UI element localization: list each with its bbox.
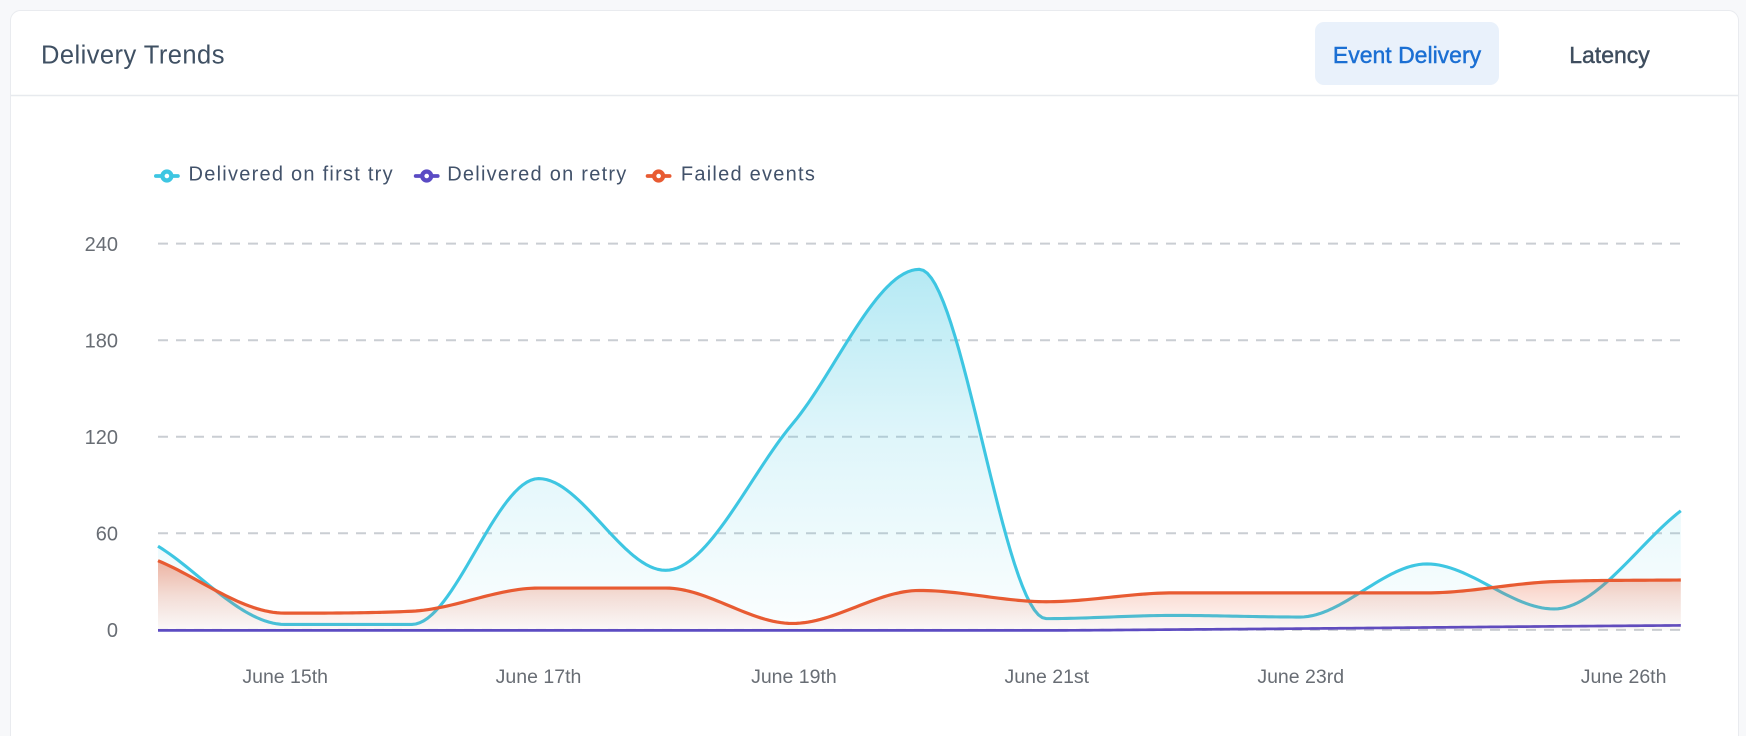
- svg-text:Latency: Latency: [1569, 42, 1650, 68]
- svg-text:0: 0: [107, 620, 118, 642]
- svg-text:June 17th: June 17th: [496, 666, 582, 688]
- svg-text:120: 120: [85, 427, 118, 449]
- svg-text:June 26th: June 26th: [1581, 666, 1667, 688]
- svg-text:Failed events: Failed events: [681, 164, 816, 186]
- svg-text:June 21st: June 21st: [1005, 666, 1090, 688]
- svg-text:60: 60: [96, 524, 118, 546]
- svg-text:Delivered on retry: Delivered on retry: [447, 164, 627, 186]
- svg-text:June 23rd: June 23rd: [1257, 666, 1344, 688]
- svg-text:240: 240: [85, 234, 118, 256]
- svg-text:June 15th: June 15th: [242, 666, 328, 688]
- svg-text:Delivered on first try: Delivered on first try: [189, 164, 394, 186]
- svg-text:Event Delivery: Event Delivery: [1333, 42, 1482, 68]
- svg-text:Delivery Trends: Delivery Trends: [41, 42, 225, 70]
- svg-text:180: 180: [85, 330, 118, 352]
- svg-text:June 19th: June 19th: [751, 666, 837, 688]
